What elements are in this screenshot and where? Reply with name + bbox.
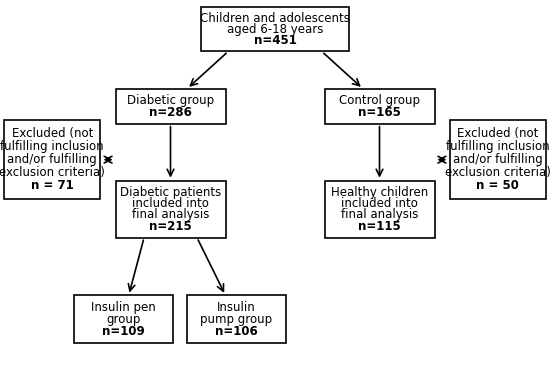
Bar [116,181,226,238]
Text: aged 6-18 years: aged 6-18 years [227,23,323,36]
Text: n=115: n=115 [358,220,401,233]
Text: final analysis: final analysis [341,208,418,221]
Text: Diabetic group: Diabetic group [127,94,214,107]
Text: exclusion criteria): exclusion criteria) [0,166,105,179]
Text: included into: included into [341,197,418,210]
Bar [74,295,173,343]
Bar [187,295,286,343]
Text: n=215: n=215 [149,220,192,233]
Text: n=109: n=109 [102,325,145,338]
Text: and/or fulfilling: and/or fulfilling [7,153,97,166]
Text: Control group: Control group [339,94,420,107]
Text: Healthy children: Healthy children [331,186,428,199]
Bar [324,89,435,124]
Text: Children and adolescents: Children and adolescents [200,12,350,25]
Bar [324,181,435,238]
Text: pump group: pump group [200,313,273,326]
Text: included into: included into [132,197,209,210]
Text: fulfilling inclusion: fulfilling inclusion [446,140,549,153]
Text: Insulin: Insulin [217,301,256,314]
Text: n=165: n=165 [358,106,401,119]
Bar [116,89,226,124]
Text: n=286: n=286 [149,106,192,119]
Text: Insulin pen: Insulin pen [91,301,156,314]
Text: n=106: n=106 [215,325,258,338]
Text: n=451: n=451 [254,34,296,47]
Bar [450,120,546,199]
Bar [4,120,100,199]
Text: Excluded (not: Excluded (not [457,127,538,140]
Text: n = 50: n = 50 [476,179,519,192]
Text: and/or fulfilling: and/or fulfilling [453,153,543,166]
Text: Diabetic patients: Diabetic patients [120,186,221,199]
Text: n = 71: n = 71 [31,179,74,192]
Text: Excluded (not: Excluded (not [12,127,93,140]
Text: final analysis: final analysis [132,208,209,221]
Text: group: group [107,313,141,326]
Bar [201,7,349,51]
Text: fulfilling inclusion: fulfilling inclusion [1,140,104,153]
Text: exclusion criteria): exclusion criteria) [445,166,550,179]
